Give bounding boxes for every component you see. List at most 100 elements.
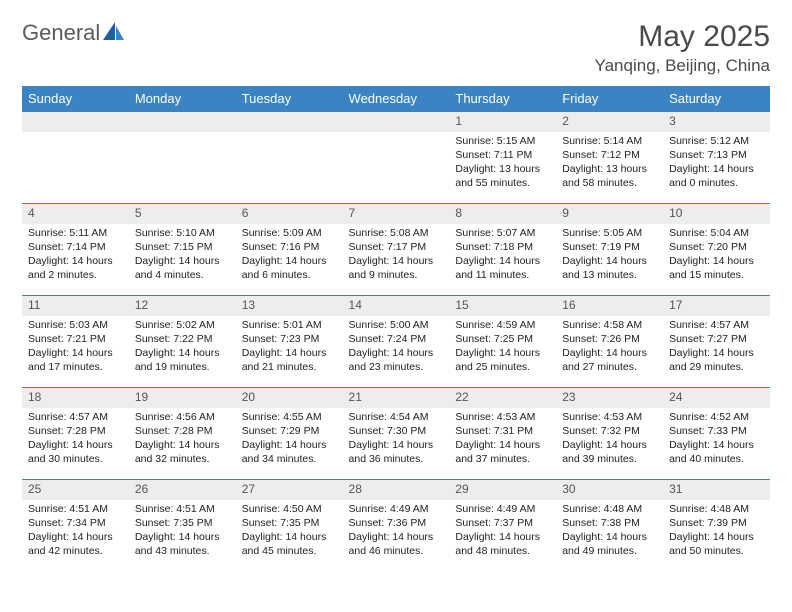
sunrise-text: Sunrise: 5:02 AM (135, 318, 230, 332)
day-number (129, 112, 236, 132)
sunrise-text: Sunrise: 4:49 AM (455, 502, 550, 516)
sunrise-text: Sunrise: 4:57 AM (669, 318, 764, 332)
sunset-text: Sunset: 7:28 PM (28, 424, 123, 438)
calendar-week-row: 4Sunrise: 5:11 AMSunset: 7:14 PMDaylight… (22, 204, 770, 296)
calendar-day-cell: 13Sunrise: 5:01 AMSunset: 7:23 PMDayligh… (236, 296, 343, 388)
day-details: Sunrise: 5:09 AMSunset: 7:16 PMDaylight:… (236, 224, 343, 287)
title-block: May 2025 Yanqing, Beijing, China (595, 20, 770, 76)
weekday-header: Thursday (449, 86, 556, 112)
calendar-week-row: 1Sunrise: 5:15 AMSunset: 7:11 PMDaylight… (22, 112, 770, 204)
sunset-text: Sunset: 7:22 PM (135, 332, 230, 346)
day-details: Sunrise: 5:08 AMSunset: 7:17 PMDaylight:… (343, 224, 450, 287)
day-details: Sunrise: 4:55 AMSunset: 7:29 PMDaylight:… (236, 408, 343, 471)
sunrise-text: Sunrise: 4:49 AM (349, 502, 444, 516)
sunrise-text: Sunrise: 4:48 AM (669, 502, 764, 516)
day-details: Sunrise: 4:48 AMSunset: 7:39 PMDaylight:… (663, 500, 770, 563)
location: Yanqing, Beijing, China (595, 56, 770, 76)
daylight-text: Daylight: 14 hours and 21 minutes. (242, 346, 337, 374)
calendar-day-cell: 27Sunrise: 4:50 AMSunset: 7:35 PMDayligh… (236, 480, 343, 572)
daylight-text: Daylight: 13 hours and 58 minutes. (562, 162, 657, 190)
daylight-text: Daylight: 14 hours and 34 minutes. (242, 438, 337, 466)
daylight-text: Daylight: 14 hours and 46 minutes. (349, 530, 444, 558)
day-number: 16 (556, 296, 663, 316)
daylight-text: Daylight: 14 hours and 4 minutes. (135, 254, 230, 282)
day-number: 11 (22, 296, 129, 316)
daylight-text: Daylight: 14 hours and 50 minutes. (669, 530, 764, 558)
daylight-text: Daylight: 14 hours and 49 minutes. (562, 530, 657, 558)
day-details: Sunrise: 5:02 AMSunset: 7:22 PMDaylight:… (129, 316, 236, 379)
sunset-text: Sunset: 7:30 PM (349, 424, 444, 438)
day-number: 14 (343, 296, 450, 316)
sunset-text: Sunset: 7:20 PM (669, 240, 764, 254)
daylight-text: Daylight: 14 hours and 25 minutes. (455, 346, 550, 374)
logo: General Blue (22, 20, 127, 72)
day-number: 13 (236, 296, 343, 316)
daylight-text: Daylight: 14 hours and 19 minutes. (135, 346, 230, 374)
calendar-day-cell: 21Sunrise: 4:54 AMSunset: 7:30 PMDayligh… (343, 388, 450, 480)
day-number: 25 (22, 480, 129, 500)
weekday-header: Saturday (663, 86, 770, 112)
calendar-day-cell: 28Sunrise: 4:49 AMSunset: 7:36 PMDayligh… (343, 480, 450, 572)
day-number: 1 (449, 112, 556, 132)
calendar-day-cell (236, 112, 343, 204)
daylight-text: Daylight: 14 hours and 29 minutes. (669, 346, 764, 374)
sunset-text: Sunset: 7:35 PM (242, 516, 337, 530)
sunset-text: Sunset: 7:38 PM (562, 516, 657, 530)
month-title: May 2025 (595, 20, 770, 54)
calendar-day-cell: 17Sunrise: 4:57 AMSunset: 7:27 PMDayligh… (663, 296, 770, 388)
day-details: Sunrise: 4:51 AMSunset: 7:34 PMDaylight:… (22, 500, 129, 563)
daylight-text: Daylight: 14 hours and 23 minutes. (349, 346, 444, 374)
daylight-text: Daylight: 13 hours and 55 minutes. (455, 162, 550, 190)
day-details: Sunrise: 4:59 AMSunset: 7:25 PMDaylight:… (449, 316, 556, 379)
calendar-day-cell: 11Sunrise: 5:03 AMSunset: 7:21 PMDayligh… (22, 296, 129, 388)
sunrise-text: Sunrise: 5:07 AM (455, 226, 550, 240)
calendar-day-cell: 7Sunrise: 5:08 AMSunset: 7:17 PMDaylight… (343, 204, 450, 296)
calendar-day-cell: 12Sunrise: 5:02 AMSunset: 7:22 PMDayligh… (129, 296, 236, 388)
calendar-day-cell: 9Sunrise: 5:05 AMSunset: 7:19 PMDaylight… (556, 204, 663, 296)
sunset-text: Sunset: 7:24 PM (349, 332, 444, 346)
day-number: 12 (129, 296, 236, 316)
day-details: Sunrise: 5:07 AMSunset: 7:18 PMDaylight:… (449, 224, 556, 287)
sunset-text: Sunset: 7:14 PM (28, 240, 123, 254)
day-details: Sunrise: 4:53 AMSunset: 7:32 PMDaylight:… (556, 408, 663, 471)
sunrise-text: Sunrise: 5:01 AM (242, 318, 337, 332)
calendar-day-cell: 22Sunrise: 4:53 AMSunset: 7:31 PMDayligh… (449, 388, 556, 480)
day-details: Sunrise: 4:57 AMSunset: 7:27 PMDaylight:… (663, 316, 770, 379)
sunrise-text: Sunrise: 5:04 AM (669, 226, 764, 240)
sunrise-text: Sunrise: 5:05 AM (562, 226, 657, 240)
day-details: Sunrise: 4:49 AMSunset: 7:37 PMDaylight:… (449, 500, 556, 563)
sunrise-text: Sunrise: 4:56 AM (135, 410, 230, 424)
daylight-text: Daylight: 14 hours and 0 minutes. (669, 162, 764, 190)
daylight-text: Daylight: 14 hours and 37 minutes. (455, 438, 550, 466)
sunrise-text: Sunrise: 5:03 AM (28, 318, 123, 332)
sunset-text: Sunset: 7:11 PM (455, 148, 550, 162)
day-number: 21 (343, 388, 450, 408)
day-number: 31 (663, 480, 770, 500)
sunrise-text: Sunrise: 4:53 AM (562, 410, 657, 424)
sunset-text: Sunset: 7:15 PM (135, 240, 230, 254)
day-number: 26 (129, 480, 236, 500)
calendar-table: Sunday Monday Tuesday Wednesday Thursday… (22, 86, 770, 572)
day-number (343, 112, 450, 132)
sunrise-text: Sunrise: 4:48 AM (562, 502, 657, 516)
sunrise-text: Sunrise: 5:11 AM (28, 226, 123, 240)
calendar-day-cell: 19Sunrise: 4:56 AMSunset: 7:28 PMDayligh… (129, 388, 236, 480)
calendar-week-row: 11Sunrise: 5:03 AMSunset: 7:21 PMDayligh… (22, 296, 770, 388)
daylight-text: Daylight: 14 hours and 45 minutes. (242, 530, 337, 558)
daylight-text: Daylight: 14 hours and 36 minutes. (349, 438, 444, 466)
logo-sail-icon (103, 22, 125, 47)
day-number: 22 (449, 388, 556, 408)
calendar-day-cell (22, 112, 129, 204)
day-number: 10 (663, 204, 770, 224)
day-details: Sunrise: 5:03 AMSunset: 7:21 PMDaylight:… (22, 316, 129, 379)
day-details: Sunrise: 5:00 AMSunset: 7:24 PMDaylight:… (343, 316, 450, 379)
weekday-header: Friday (556, 86, 663, 112)
daylight-text: Daylight: 14 hours and 9 minutes. (349, 254, 444, 282)
calendar-day-cell: 1Sunrise: 5:15 AMSunset: 7:11 PMDaylight… (449, 112, 556, 204)
calendar-day-cell: 23Sunrise: 4:53 AMSunset: 7:32 PMDayligh… (556, 388, 663, 480)
sunset-text: Sunset: 7:35 PM (135, 516, 230, 530)
sunset-text: Sunset: 7:37 PM (455, 516, 550, 530)
daylight-text: Daylight: 14 hours and 43 minutes. (135, 530, 230, 558)
day-number: 7 (343, 204, 450, 224)
daylight-text: Daylight: 14 hours and 48 minutes. (455, 530, 550, 558)
